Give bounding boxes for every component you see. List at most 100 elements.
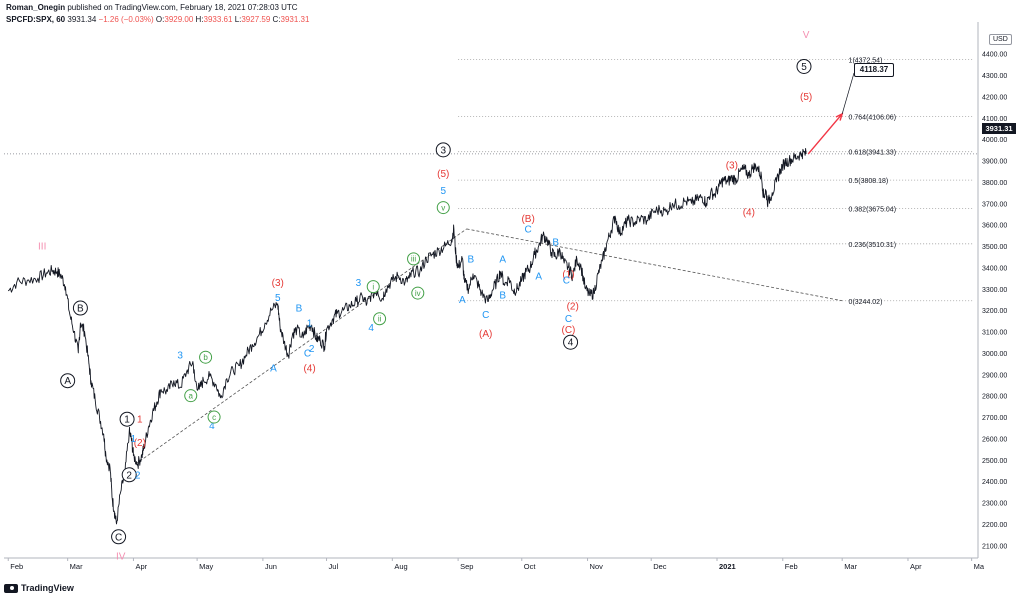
wave-label-text: v	[441, 203, 445, 212]
last-price-badge: 3931.31	[982, 123, 1016, 134]
wave-label-text: (1)	[562, 269, 574, 280]
wave-label-red: (C)	[562, 325, 576, 336]
y-tick-label: 4300.00	[982, 73, 1007, 80]
wave-label-text: ii	[378, 315, 382, 324]
wave-label-blue: 5	[440, 186, 446, 197]
wave-label-text: (4)	[303, 363, 315, 374]
wave-label-text: A	[499, 254, 506, 265]
wave-label-text: B	[468, 254, 475, 265]
wave-label-blue: 3	[177, 351, 183, 362]
y-tick-label: 2800.00	[982, 394, 1007, 401]
wave-label-text: IV	[116, 552, 126, 563]
wave-label-green: iii	[407, 252, 421, 266]
y-tick-label: 2200.00	[982, 522, 1007, 529]
wave-label-circle: 2	[121, 467, 137, 483]
y-tick-label: 4400.00	[982, 52, 1007, 59]
wave-label-text: 2	[126, 470, 132, 481]
wave-label-blue: 4	[368, 323, 374, 334]
wave-label-blue: A	[459, 295, 466, 306]
wave-label-blue: 2	[135, 470, 141, 481]
y-tick-label: 3600.00	[982, 223, 1007, 230]
symbol-name[interactable]: SPCFD:SPX, 60	[6, 15, 66, 24]
y-tick-label: 3200.00	[982, 308, 1007, 315]
y-tick-label: 4200.00	[982, 94, 1007, 101]
wave-label-text: (2)	[567, 301, 579, 312]
wave-label-text: 3	[177, 351, 183, 362]
wave-label-ring	[796, 58, 812, 74]
wave-label-text: B	[499, 291, 506, 302]
wave-label-green: i	[366, 280, 380, 294]
wave-label-circle: 4	[563, 334, 579, 350]
x-tick-label: Nov	[590, 562, 604, 571]
wave-label-text: i	[372, 282, 374, 291]
wave-label-ring	[407, 252, 421, 266]
y-tick-label: 4000.00	[982, 137, 1007, 144]
wave-label-red: (2)	[134, 438, 146, 449]
x-tick-label: May	[199, 562, 213, 571]
wave-label-text: C	[565, 314, 572, 325]
wave-label-red: (5)	[437, 169, 449, 180]
wave-label-blue: A	[535, 271, 542, 282]
wave-label-ring	[121, 467, 137, 483]
wave-label-ring	[184, 389, 198, 403]
x-tick-label: Feb	[10, 562, 23, 571]
wave-label-green: iv	[411, 286, 425, 300]
y-tick-label: 2900.00	[982, 372, 1007, 379]
wave-label-text: (B)	[521, 214, 534, 225]
fib-level-label: 0.382(3675.04)	[849, 207, 896, 214]
y-tick-label: 3900.00	[982, 159, 1007, 166]
price-series-line	[7, 147, 807, 525]
wave-label-text: (C)	[562, 325, 576, 336]
y-tick-label: 3700.00	[982, 201, 1007, 208]
wave-label-blue: A	[499, 254, 506, 265]
wave-label-ring	[373, 312, 387, 326]
x-tick-label: Oct	[524, 562, 537, 571]
wave-label-text: A	[270, 363, 277, 374]
fib-level-label: 0.236(3510.31)	[849, 242, 896, 249]
low-label: L:	[234, 15, 242, 24]
publish-info: Roman_Onegin published on TradingView.co…	[6, 3, 298, 12]
low-value: 3927.59	[241, 15, 271, 24]
wave-label-ring	[199, 350, 213, 364]
wave-label-text: C	[304, 348, 311, 359]
wave-label-pink: III	[38, 242, 46, 253]
wave-label-blue: B	[296, 304, 303, 315]
author-name[interactable]: Roman_Onegin	[6, 3, 66, 12]
symbol-legend: SPCFD:SPX, 60 3931.34 −1.26 (−0.03%) O:3…	[6, 15, 309, 24]
y-tick-label: 2700.00	[982, 415, 1007, 422]
wave-label-text: C	[525, 224, 532, 235]
wave-label-text: iii	[411, 255, 417, 264]
wave-label-ring	[563, 334, 579, 350]
wave-label-blue: C	[525, 224, 532, 235]
wave-label-ring	[436, 201, 450, 215]
open-value: 3929.00	[164, 15, 194, 24]
wave-label-text: V	[803, 30, 810, 41]
x-tick-label: Apr	[135, 562, 147, 571]
wave-label-red: (3)	[272, 278, 284, 289]
wave-label-circle: 5	[796, 58, 812, 74]
wave-label-green: c	[207, 410, 221, 424]
high-label: H:	[195, 15, 204, 24]
wave-label-pink: V	[803, 30, 810, 41]
fib-level-label: 0.618(3941.33)	[849, 150, 896, 157]
footer-brand: TradingView	[21, 583, 74, 593]
wave-label-blue: C	[563, 276, 570, 287]
target-callout: 4118.37	[854, 63, 894, 77]
fib-level-label: 0.764(4106.06)	[849, 114, 896, 121]
wave-label-red: (A)	[479, 329, 492, 340]
wave-label-ring	[72, 300, 88, 316]
wave-label-text: (3)	[272, 278, 284, 289]
wave-label-blue: 1	[131, 434, 137, 445]
wave-label-green: b	[199, 350, 213, 364]
wave-label-text: A	[535, 271, 542, 282]
wave-label-ring	[435, 142, 451, 158]
wave-label-text: 1	[137, 415, 143, 426]
x-tick-label: Aug	[394, 562, 407, 571]
currency-label[interactable]: USD	[989, 34, 1012, 45]
wave-label-text: 5	[275, 293, 281, 304]
wave-label-red: (4)	[743, 207, 755, 218]
tradingview-footer[interactable]: TradingView	[4, 583, 74, 593]
wave-label-ring	[207, 410, 221, 424]
wave-label-blue: 5	[275, 293, 281, 304]
